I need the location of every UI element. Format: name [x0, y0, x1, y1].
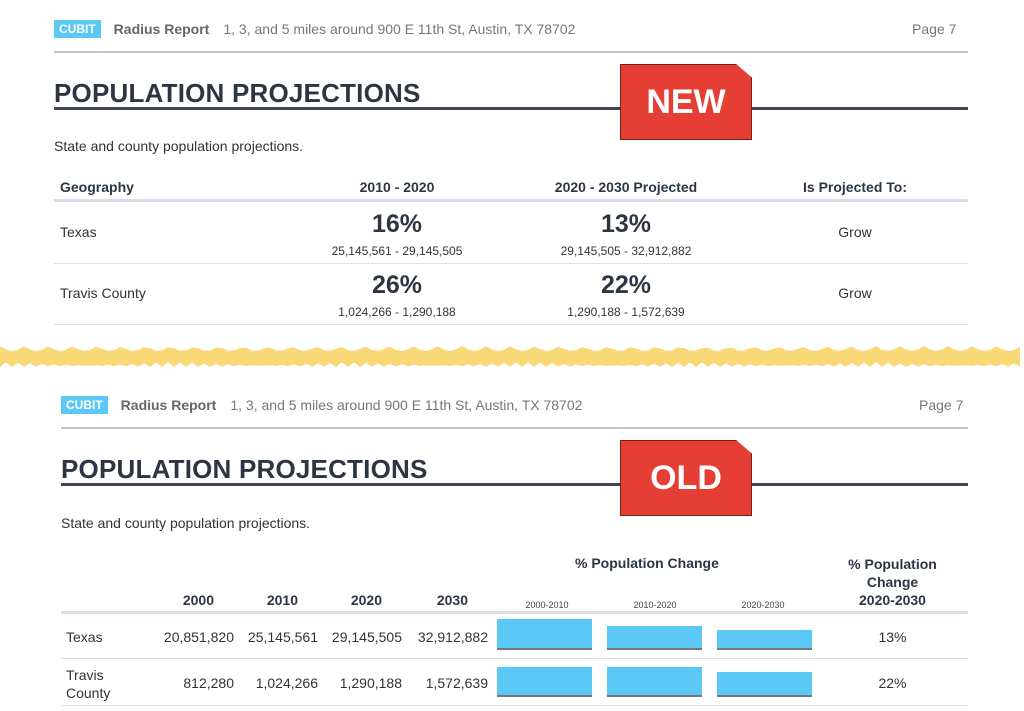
geo: Travis County: [60, 285, 146, 301]
new-badge: NEW: [620, 64, 752, 140]
row-divider: [61, 658, 968, 659]
change-bar: [607, 666, 702, 697]
geo: Texas: [60, 224, 97, 240]
col-projected: Is Projected To:: [803, 179, 907, 195]
range-2020-2030: 1,290,188 - 1,572,639: [567, 305, 685, 319]
subtitle: State and county population projections.: [54, 138, 304, 154]
change-bar: [607, 625, 702, 650]
pct-2010-2020: 26%: [371, 271, 423, 299]
change-bar: [717, 630, 812, 650]
trend: Grow: [838, 224, 872, 240]
row-divider: [54, 324, 968, 325]
old-badge: OLD: [620, 440, 752, 516]
geo: Travis County: [66, 666, 110, 702]
row-divider: [61, 705, 968, 706]
change-bar: [497, 618, 592, 650]
page-number: Page 7: [919, 397, 964, 413]
range-2020-2030: 29,145,505 - 32,912,882: [560, 244, 692, 258]
col-last-line: Change: [866, 574, 919, 590]
period-label: 2020-2030: [741, 600, 785, 610]
col-geography: Geography: [60, 179, 134, 195]
report-location: 1, 3, and 5 miles around 900 E 11th St, …: [230, 397, 583, 413]
cubit-logo: CUBIT: [54, 20, 101, 38]
value-2010: 1,024,266: [255, 675, 318, 691]
pct-2010-2020: 16%: [371, 210, 423, 238]
col-last-line: 2020-2030: [859, 592, 926, 608]
col-2020: 2020: [350, 592, 382, 608]
col-2010-2020: 2010 - 2020: [359, 179, 435, 195]
col-2030: 2030: [436, 592, 468, 608]
divider: [61, 427, 968, 429]
pct-2020-2030: 22%: [600, 271, 652, 299]
col-2020-2030: 2020 - 2030 Projected: [554, 179, 698, 195]
page-number: Page 7: [912, 21, 957, 37]
title-underline: [54, 107, 968, 110]
col-2000: 2000: [182, 592, 214, 608]
geo-line: Travis: [66, 667, 104, 683]
change-bar: [497, 666, 592, 697]
report-location: 1, 3, and 5 miles around 900 E 11th St, …: [223, 21, 576, 37]
subtitle: State and county population projections.: [61, 515, 311, 531]
value-2000: 812,280: [183, 675, 234, 691]
range-2010-2020: 25,145,561 - 29,145,505: [331, 244, 463, 258]
value-2020: 1,290,188: [339, 675, 402, 691]
period-label: 2000-2010: [525, 600, 569, 610]
title-underline: [61, 483, 968, 486]
pct-2020-2030: 13%: [600, 210, 652, 238]
change-2020-2030: 22%: [878, 675, 907, 691]
report-name: Radius Report: [113, 21, 210, 37]
torn-edge-divider: [0, 346, 1020, 367]
change-bar: [717, 671, 812, 697]
trend: Grow: [838, 285, 872, 301]
value-2020: 29,145,505: [331, 629, 402, 645]
value-2000: 20,851,820: [163, 629, 234, 645]
col-last-line: % Population: [848, 556, 937, 572]
row-divider: [54, 263, 968, 264]
col-last: % Population Change 2020-2030: [820, 555, 965, 609]
cubit-logo: CUBIT: [61, 396, 108, 414]
value-2030: 1,572,639: [425, 675, 488, 691]
value-2010: 25,145,561: [247, 629, 318, 645]
chart-header: % Population Change: [575, 555, 719, 571]
change-2020-2030: 13%: [878, 629, 907, 645]
geo: Texas: [66, 629, 103, 645]
report-header: CUBIT Radius Report 1, 3, and 5 miles ar…: [54, 20, 575, 38]
divider: [54, 51, 968, 53]
page-title: POPULATION PROJECTIONS: [54, 78, 421, 108]
value-2030: 32,912,882: [417, 629, 488, 645]
period-label: 2010-2020: [633, 600, 677, 610]
header-rule: [54, 199, 968, 202]
report-header: CUBIT Radius Report 1, 3, and 5 miles ar…: [61, 396, 582, 414]
report-name: Radius Report: [120, 397, 217, 413]
range-2010-2020: 1,024,266 - 1,290,188: [338, 305, 456, 319]
header-rule: [61, 611, 968, 614]
geo-line: County: [66, 685, 111, 701]
page-title: POPULATION PROJECTIONS: [61, 454, 428, 484]
col-2010: 2010: [266, 592, 298, 608]
